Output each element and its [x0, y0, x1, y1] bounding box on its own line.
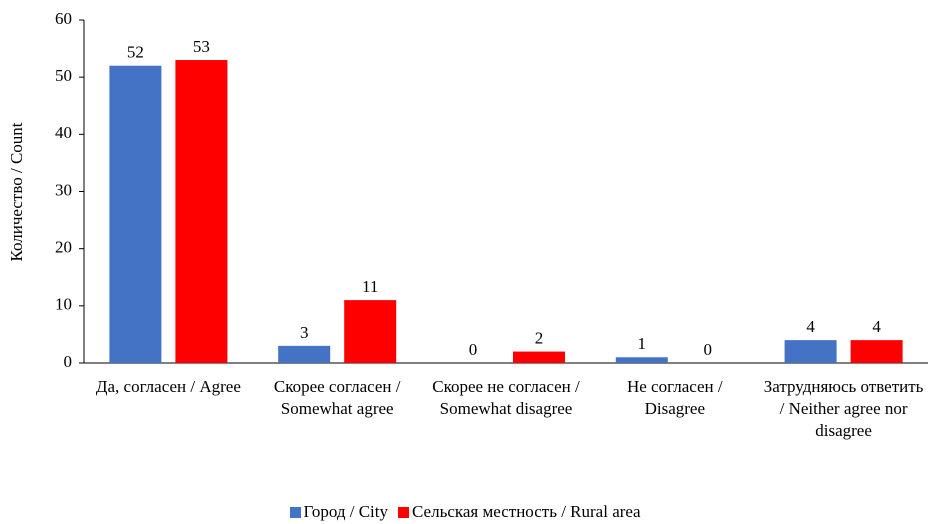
y-tick-label: 60 [55, 9, 72, 28]
bar [175, 60, 228, 364]
y-tick-label: 40 [55, 123, 72, 142]
x-tick-label: Да, согласен / Agree [95, 377, 241, 396]
value-label: 2 [535, 328, 544, 347]
legend-swatch [289, 506, 301, 518]
y-tick-label: 0 [64, 352, 73, 371]
bar [513, 351, 565, 363]
bar [109, 65, 162, 363]
value-label: 11 [362, 277, 378, 296]
value-label: 0 [469, 340, 478, 359]
y-tick-label: 10 [55, 295, 72, 314]
x-tick-label: Затрудняюсь ответить / Neither agree nor… [763, 377, 924, 440]
bar [615, 357, 668, 363]
x-tick-label: Не согласен / Disagree [626, 377, 723, 418]
legend-item: Город / City [289, 502, 389, 522]
value-label: 3 [300, 323, 309, 342]
legend: Город / City Сельская местность / Rural a… [0, 502, 930, 522]
y-tick-label: 20 [55, 238, 72, 257]
value-label: 1 [638, 334, 647, 353]
bar [784, 340, 837, 363]
value-label: 4 [872, 317, 881, 336]
value-label: 0 [704, 340, 713, 359]
bar [344, 300, 397, 363]
x-tick-label: Скорее не согласен / Somewhat disagree [432, 377, 580, 418]
x-tick-label: Скорее согласен / Somewhat agree [273, 377, 401, 418]
bar [278, 345, 331, 363]
y-tick-label: 50 [55, 66, 72, 85]
legend-swatch [398, 506, 410, 518]
y-axis-label: Количество / Count [7, 122, 26, 261]
bar [850, 340, 903, 363]
value-label: 53 [193, 37, 210, 56]
y-tick-label: 30 [55, 180, 72, 199]
legend-label: Город / City [303, 502, 389, 521]
legend-item: Сельская местность / Rural area [398, 502, 641, 522]
legend-label: Сельская местность / Rural area [412, 502, 641, 521]
value-label: 4 [806, 317, 815, 336]
value-label: 52 [127, 43, 144, 62]
